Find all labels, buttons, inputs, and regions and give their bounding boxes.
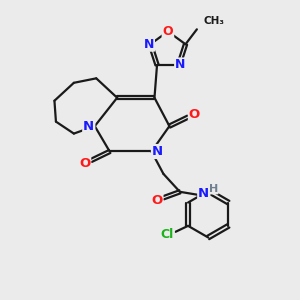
Text: CH₃: CH₃ [203, 16, 224, 26]
Text: O: O [79, 157, 90, 170]
Text: N: N [83, 120, 94, 133]
Text: O: O [189, 108, 200, 121]
Text: N: N [152, 145, 163, 158]
Text: H: H [209, 184, 218, 194]
Text: N: N [175, 58, 185, 71]
Text: N: N [144, 38, 154, 51]
Text: O: O [151, 194, 163, 207]
Text: O: O [163, 25, 173, 38]
Text: N: N [198, 187, 209, 200]
Text: Cl: Cl [160, 228, 174, 241]
